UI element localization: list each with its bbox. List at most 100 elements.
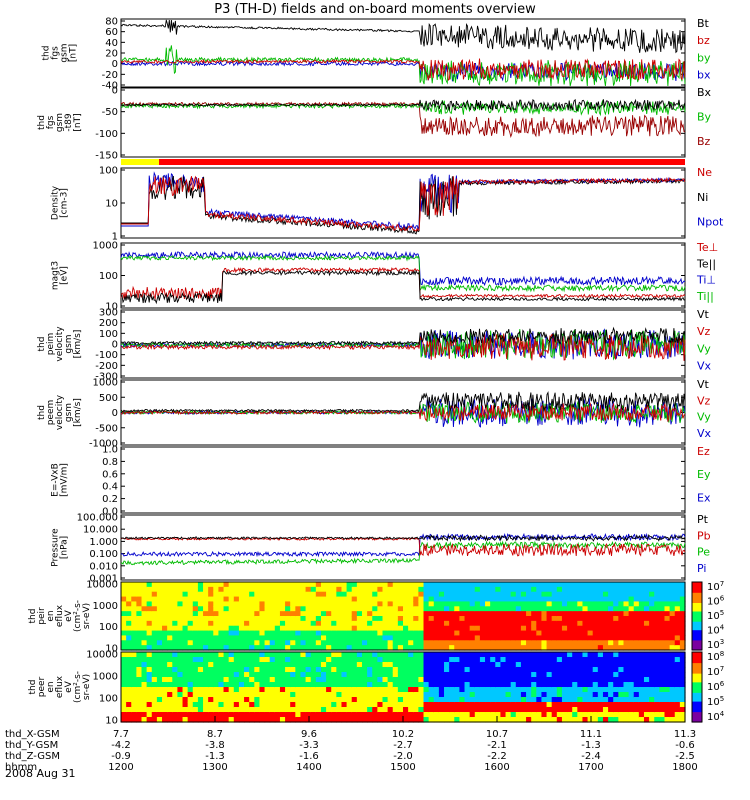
legend-label: Pb: [697, 529, 711, 542]
y-axis-label: [mV/m]: [60, 463, 70, 497]
colorbar-tick: 108: [707, 650, 724, 663]
panel-data-peir: [120, 581, 686, 651]
legend-label: Npot: [697, 216, 724, 229]
panel-temp: magt3 [eV] 1000 100 10 Te⊥ Te|| Ti⊥ Ti||: [51, 241, 719, 313]
y-tick-label: 0.8: [102, 457, 118, 468]
y-tick-label: -20: [102, 70, 118, 81]
y-axis-label: [km/s]: [73, 398, 83, 427]
y-tick-label: 10000: [86, 650, 118, 661]
panel-peem: thd peem velocity gsm [km/s] 1000 500 0 -500 -100…: [37, 378, 712, 450]
series-line: [120, 540, 686, 566]
y-tick-label: 10: [105, 302, 118, 313]
x-tick-label: -2.1: [487, 740, 507, 751]
panel-data-peem: [120, 391, 686, 428]
y-axis-label: gsm: [64, 334, 74, 353]
x-tick-label: 1200: [108, 762, 133, 773]
legend-label: Vz: [697, 325, 711, 338]
legend-label: Vt: [697, 378, 710, 391]
legend-label: Ne: [697, 166, 712, 179]
panel-frame: [120, 18, 686, 88]
legend-label: Ni: [697, 191, 708, 204]
y-axis-label: eflux: [55, 604, 65, 627]
legend-label: Vx: [697, 427, 712, 440]
series-line: [120, 333, 686, 361]
colorbar-tick: 104: [707, 624, 725, 637]
y-axis-label: gsm: [60, 43, 70, 62]
legend-label: Ti⊥: [696, 274, 716, 287]
y-axis-label: thd: [28, 609, 38, 624]
legend-label: Te⊥: [696, 241, 718, 254]
panel-data-pressure: [120, 532, 686, 566]
legend-label: Bz: [697, 135, 711, 148]
legend-label: Bt: [697, 17, 710, 30]
y-axis-label: thd: [42, 46, 52, 61]
y-axis-label: peim: [46, 333, 56, 356]
figure-title: P3 (TH-D) fields and on-board moments ov…: [214, 2, 536, 17]
y-axis-label: eV: [64, 609, 74, 622]
y-axis-label: thd: [28, 680, 38, 695]
y-tick-label: 10000: [86, 580, 118, 591]
panel-fgs_t89: thd fgs gsm -t89 [nT] 0 -50 -100 -150 Bx By Bz: [37, 86, 712, 162]
series-line: [120, 101, 686, 139]
colorbar-tick: 105: [707, 609, 724, 622]
panel-data-fgs_t89: [120, 98, 686, 139]
y-tick-label: 20: [105, 49, 118, 60]
y-tick-label: 1.000: [89, 537, 118, 548]
panel-data-peer: [120, 651, 686, 723]
legend-label: Ez: [697, 445, 710, 458]
x-row-label: thd_Y-GSM: [5, 740, 58, 751]
panel-frame: [120, 87, 686, 158]
series-line: [120, 254, 686, 293]
colorbar-tick: 106: [707, 595, 725, 608]
x-tick-label: -3.8: [205, 740, 225, 751]
x-tick-label: 10.2: [392, 729, 414, 740]
panel-peer: thd peer en eflux eV (cm²-s-sr-eV) 10000 1000 10…: [28, 650, 725, 727]
colorbar: 108 107 106 105 104: [691, 650, 725, 723]
y-tick-label: 0.4: [102, 482, 118, 493]
legend-label: Pe: [697, 546, 710, 559]
legend-label: Vy: [697, 342, 711, 355]
y-tick-label: 0: [112, 86, 118, 97]
x-tick-label: 1500: [390, 762, 415, 773]
y-axis-label: [nT]: [69, 44, 79, 62]
y-tick-label: 0: [112, 59, 118, 70]
colorbar-tick: 105: [707, 695, 724, 708]
y-tick-label: 100: [99, 166, 118, 177]
y-axis-label: thd: [37, 337, 47, 352]
colorbar-tick: 107: [707, 580, 724, 593]
y-tick-label: 10: [105, 716, 118, 727]
y-tick-label: -150: [95, 151, 118, 162]
y-tick-label: -1000: [89, 439, 118, 450]
y-axis-label: (cm²-s-: [73, 671, 83, 703]
y-tick-label: 0.001: [89, 574, 118, 585]
legend-label: bx: [697, 68, 711, 81]
y-tick-label: 300: [99, 308, 118, 319]
y-tick-label: 40: [105, 38, 118, 49]
series-line: [120, 266, 686, 301]
y-tick-label: -50: [102, 107, 118, 118]
y-tick-label: 500: [99, 393, 118, 404]
x-tick-label: 9.6: [301, 729, 317, 740]
y-axis-label: -t89: [64, 113, 74, 132]
legend-label: By: [697, 110, 712, 123]
y-axis-label: [eV]: [60, 266, 70, 285]
y-axis-label: velocity: [55, 394, 65, 430]
y-tick-label: 100: [99, 271, 118, 282]
y-tick-label: 0.010: [89, 561, 118, 572]
x-tick-label: 1800: [672, 762, 697, 773]
x-tick-label: 1600: [484, 762, 509, 773]
panel-data-density: [121, 171, 686, 235]
x-row-label: hhmm: [5, 762, 37, 773]
panel-frame: [120, 446, 686, 514]
x-tick-label: -2.0: [393, 751, 413, 762]
y-axis-label: (cm²-s-: [73, 600, 83, 632]
x-row-label: thd_X-GSM: [5, 729, 60, 740]
x-tick-label: 1700: [578, 762, 603, 773]
series-line: [120, 269, 686, 305]
series-line: [120, 532, 686, 558]
y-axis-label: peer: [37, 676, 47, 697]
series-line: [120, 391, 686, 413]
y-tick-label: 100: [99, 694, 118, 705]
y-tick-label: 10.000: [83, 525, 118, 536]
series-line: [120, 98, 686, 112]
